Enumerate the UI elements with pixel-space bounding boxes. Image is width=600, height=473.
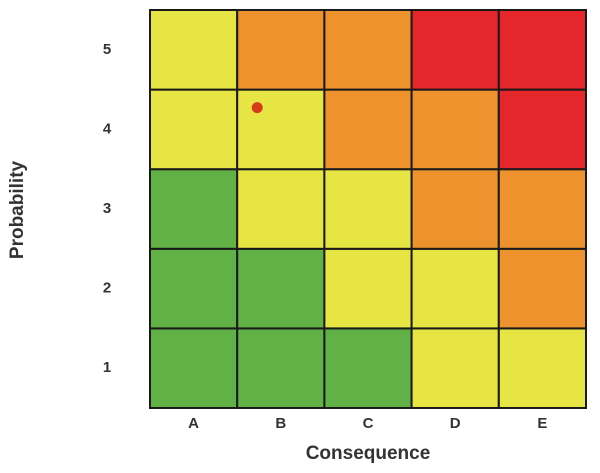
cell — [497, 88, 587, 171]
cell — [497, 327, 587, 409]
y-tick-label: 3 — [103, 200, 111, 217]
cell — [410, 247, 500, 330]
cell — [236, 88, 326, 171]
y-tick-label: 4 — [103, 120, 112, 137]
y-tick-label: 1 — [103, 359, 111, 376]
cell — [236, 247, 326, 330]
y-axis-title: Probability — [7, 160, 28, 259]
cell — [410, 327, 500, 409]
x-tick-label: D — [450, 415, 461, 432]
cell — [149, 168, 239, 250]
cell — [149, 88, 239, 171]
y-tick-label: 5 — [103, 41, 111, 58]
cell — [236, 9, 326, 91]
x-axis-title: Consequence — [306, 443, 431, 464]
x-tick-label: A — [188, 415, 199, 432]
x-tick-label: B — [275, 415, 286, 432]
cell — [410, 168, 500, 250]
cell — [149, 9, 239, 91]
cell — [149, 327, 239, 409]
cell — [497, 168, 587, 250]
cell — [323, 247, 413, 330]
y-tick-label: 2 — [103, 280, 111, 297]
cell — [323, 88, 413, 171]
cell — [497, 247, 587, 330]
risk-marker — [251, 102, 263, 114]
cell — [323, 168, 413, 250]
cell — [410, 9, 500, 91]
x-tick-label: E — [537, 415, 547, 432]
cell — [236, 168, 326, 250]
cell — [410, 88, 500, 171]
cell — [149, 247, 239, 330]
cell — [497, 9, 587, 91]
cell — [323, 9, 413, 91]
x-tick-label: C — [363, 415, 374, 432]
cell — [236, 327, 326, 409]
cell — [323, 327, 413, 409]
